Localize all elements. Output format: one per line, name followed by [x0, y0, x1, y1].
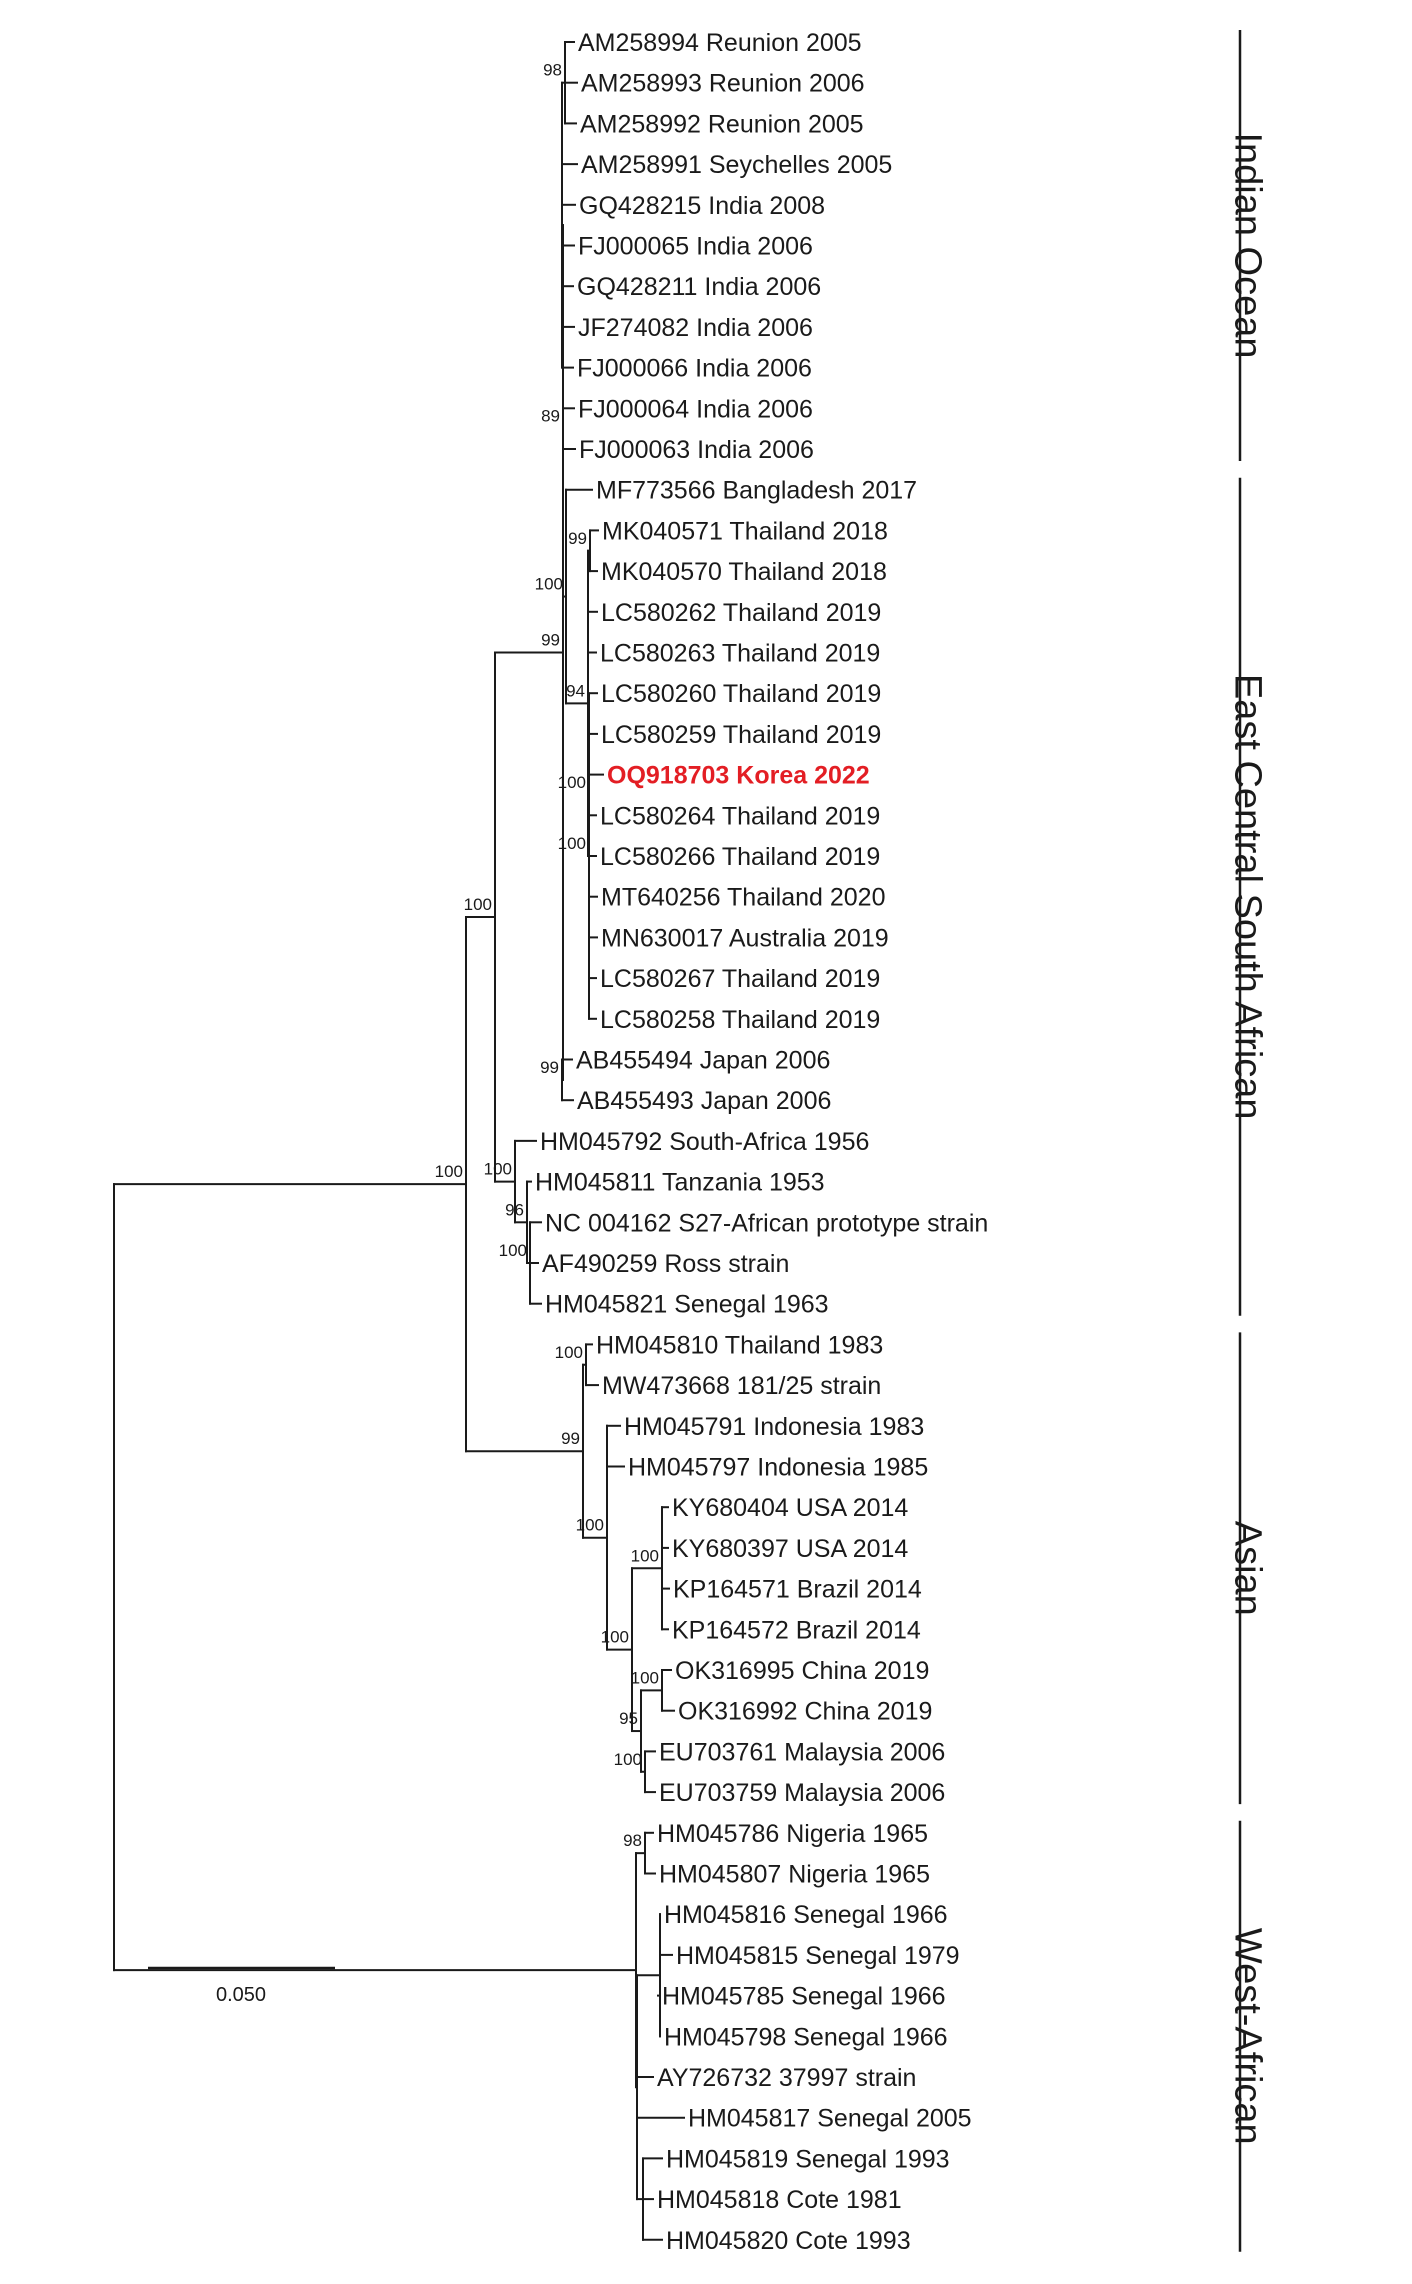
bootstrap-value: 100: [614, 1750, 642, 1769]
tip-label: AM258991 Seychelles 2005: [581, 151, 892, 179]
tip-label: HM045815 Senegal 1979: [676, 1942, 960, 1970]
tip-label: AM258994 Reunion 2005: [578, 29, 862, 57]
tip-label: KY680404 USA 2014: [672, 1494, 908, 1522]
bootstrap-value: 96: [505, 1200, 524, 1219]
tip-label: JF274082 India 2006: [578, 314, 813, 342]
tip-label: HM045791 Indonesia 1983: [624, 1413, 924, 1441]
tip-label: HM045810 Thailand 1983: [596, 1331, 883, 1359]
tip-label: GQ428211 India 2006: [577, 273, 821, 301]
tip-label: HM045819 Senegal 1993: [666, 2145, 950, 2173]
tip-label: AB455493 Japan 2006: [577, 1087, 831, 1115]
tip-label-highlighted: OQ918703 Korea 2022: [607, 762, 870, 790]
tip-label: OK316995 China 2019: [675, 1657, 929, 1685]
tip-label: MK040571 Thailand 2018: [602, 517, 888, 545]
scale-bar: 0.050: [148, 1966, 335, 2006]
bootstrap-value: 99: [561, 1429, 580, 1448]
bootstrap-value: 100: [558, 773, 586, 792]
tip-label: AM258992 Reunion 2005: [580, 110, 864, 138]
bootstrap-value: 94: [566, 681, 585, 700]
clade-annotations: Indian Ocean East Central South African As…: [1227, 30, 1269, 2252]
tip-label: KP164572 Brazil 2014: [672, 1616, 921, 1644]
tip-label: MT640256 Thailand 2020: [601, 884, 885, 912]
bootstrap-value: 100: [576, 1516, 604, 1535]
tip-label: HM045785 Senegal 1966: [662, 1983, 946, 2011]
tip-label: LC580262 Thailand 2019: [601, 599, 881, 627]
tip-label: HM045807 Nigeria 1965: [659, 1861, 930, 1889]
tip-label: HM045820 Cote 1993: [666, 2227, 911, 2255]
tip-label: GQ428215 India 2008: [579, 192, 825, 220]
bootstrap-value: 100: [435, 1162, 463, 1181]
tip-label: HM045797 Indonesia 1985: [628, 1454, 928, 1482]
tip-label: HM045818 Cote 1981: [657, 2186, 902, 2214]
clade-label: East Central South African: [1227, 674, 1269, 1120]
tip-label: LC580263 Thailand 2019: [600, 640, 880, 668]
bootstrap-value: 100: [631, 1546, 659, 1565]
clade-label: West-African: [1227, 1928, 1269, 2145]
bootstrap-value: 100: [484, 1160, 512, 1179]
tip-label: LC580267 Thailand 2019: [600, 965, 880, 993]
tip-label: HM045821 Senegal 1963: [545, 1291, 829, 1319]
tip-label: MW473668 181/25 strain: [602, 1372, 881, 1400]
tip-label: MF773566 Bangladesh 2017: [596, 477, 917, 505]
bootstrap-value: 100: [631, 1668, 659, 1687]
tip-label: EU703759 Malaysia 2006: [659, 1779, 945, 1807]
tip-label: NC 004162 S27-African prototype strain: [545, 1209, 988, 1237]
tip-label: HM045811 Tanzania 1953: [535, 1169, 825, 1197]
tip-label: LC580264 Thailand 2019: [600, 802, 880, 830]
scale-bar-label: 0.050: [216, 1984, 266, 2006]
bootstrap-labels: 98 89 99 100 100 94 100 99 99 100 96 100 100 100 100 10…: [435, 61, 659, 1850]
tip-label: FJ000065 India 2006: [578, 233, 813, 261]
bootstrap-value: 89: [541, 407, 560, 426]
tip-label: FJ000064 India 2006: [578, 395, 813, 423]
tip-label: HM045817 Senegal 2005: [688, 2105, 972, 2133]
tip-label: LC580266 Thailand 2019: [600, 843, 880, 871]
tip-label: MK040570 Thailand 2018: [601, 558, 887, 586]
clade-label: Indian Ocean: [1227, 132, 1269, 358]
tip-label: HM045816 Senegal 1966: [664, 1901, 948, 1929]
tip-label: HM045798 Senegal 1966: [664, 2023, 948, 2051]
tip-label: FJ000066 India 2006: [577, 355, 812, 383]
tip-label: HM045792 South-Africa 1956: [540, 1128, 869, 1156]
tip-label: FJ000063 India 2006: [579, 436, 814, 464]
tip-label: AM258993 Reunion 2006: [581, 70, 865, 98]
tip-label: KP164571 Brazil 2014: [673, 1576, 922, 1604]
bootstrap-value: 100: [601, 1628, 629, 1647]
bootstrap-value: 100: [555, 1343, 583, 1362]
tip-labels: AM258994 Reunion 2005 AM258993 Reunion 20…: [535, 29, 988, 2255]
tree-branches: [113, 41, 685, 2241]
bootstrap-value: 100: [464, 895, 492, 914]
tip-label: LC580259 Thailand 2019: [601, 721, 881, 749]
bootstrap-value: 95: [619, 1709, 638, 1728]
bootstrap-value: 99: [568, 529, 587, 548]
bootstrap-value: 100: [535, 575, 563, 594]
bootstrap-value: 99: [540, 1058, 559, 1077]
tip-label: KY680397 USA 2014: [672, 1535, 908, 1563]
tip-label: OK316992 China 2019: [678, 1698, 932, 1726]
tip-label: AY726732 37997 strain: [657, 2064, 916, 2092]
bootstrap-value: 98: [623, 1831, 642, 1850]
tip-label: AB455494 Japan 2006: [576, 1047, 830, 1075]
tip-label: MN630017 Australia 2019: [601, 924, 889, 952]
tip-label: LC580260 Thailand 2019: [601, 680, 881, 708]
tip-label: EU703761 Malaysia 2006: [659, 1738, 945, 1766]
bootstrap-value: 100: [499, 1241, 527, 1260]
bootstrap-value: 100: [558, 834, 586, 853]
bootstrap-value: 99: [541, 631, 560, 650]
clade-label: Asian: [1227, 1521, 1269, 1616]
tip-label: AF490259 Ross strain: [542, 1250, 789, 1278]
bootstrap-value: 98: [543, 61, 562, 80]
tip-label: LC580258 Thailand 2019: [600, 1006, 880, 1034]
tip-label: HM045786 Nigeria 1965: [657, 1820, 928, 1848]
